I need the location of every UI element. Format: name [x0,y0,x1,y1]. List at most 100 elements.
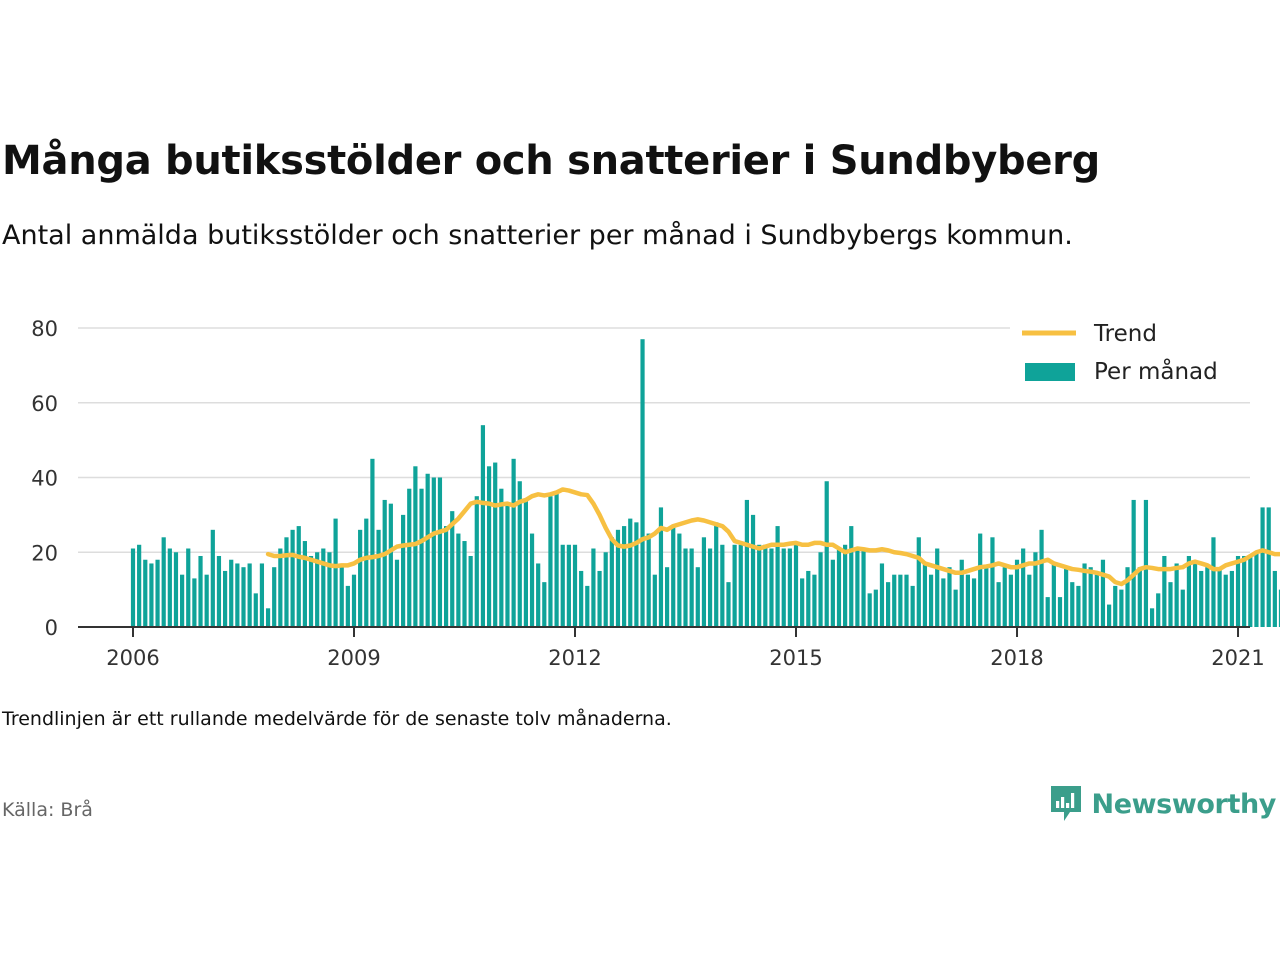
bar [486,466,492,627]
x-tick-label: 2006 [106,646,159,670]
bar [419,488,424,627]
bar [450,511,455,627]
bar [308,555,314,627]
bar [1260,507,1265,627]
bar [1278,589,1280,628]
bar [579,570,584,627]
bar [990,537,995,627]
bar [965,574,970,627]
bar [1064,567,1069,627]
bar [302,541,307,627]
bar [1242,555,1247,627]
bar [1113,585,1118,627]
bar [622,526,627,627]
bar [928,574,934,627]
bar [425,473,430,627]
y-tick-label: 0 [45,616,58,640]
bar [290,529,295,627]
bar [229,559,234,627]
x-axis [78,626,1250,637]
bar [867,593,872,627]
bar [640,339,645,627]
bar [388,503,393,627]
trend-series [265,487,1280,587]
bar [1162,555,1167,627]
bar [947,567,952,627]
bar [1180,589,1185,628]
bar [1205,567,1210,627]
bar [1211,537,1216,627]
bar [161,537,166,627]
legend-trend-label: Trend [1093,321,1157,347]
bar [1057,597,1063,627]
bar [634,522,639,627]
bar [1192,563,1198,627]
bar [235,563,240,627]
trend-line [265,487,1280,587]
bar [529,533,535,627]
bar [1149,608,1155,627]
bar [1254,552,1259,627]
bar [180,574,185,627]
bar [671,526,676,627]
bar [351,574,357,627]
bar [935,548,940,627]
x-tick-label: 2018 [990,646,1043,670]
bar [1008,574,1013,627]
bar [1168,582,1173,627]
bar [830,559,835,627]
bar [1051,563,1056,627]
bar [836,548,842,627]
bar [1131,499,1136,627]
bar [523,499,528,627]
bar [984,567,989,627]
bar [480,425,486,627]
bar [413,466,418,627]
bar [812,574,817,627]
bar [1039,529,1044,627]
bar [695,567,700,627]
brand-logo[interactable]: Newsworthy [1048,784,1276,824]
bar [137,544,142,627]
bar [216,555,222,627]
bar [732,544,737,627]
bar [321,548,326,627]
bar [1137,567,1142,627]
bar [806,570,811,627]
y-tick-label: 60 [31,392,58,416]
bar [1014,559,1020,627]
y-tick-label: 40 [31,467,58,491]
bar [971,578,977,627]
bar [959,559,964,627]
bar [941,578,946,627]
x-tick-label: 2012 [548,646,601,670]
bar [787,548,792,627]
bar [1199,570,1204,627]
x-tick-label: 2021 [1211,646,1264,670]
bar [186,548,191,627]
bar [1266,507,1271,627]
source-label: Källa: Brå [2,799,93,821]
bar [511,458,516,627]
bar [738,544,743,627]
bar [505,503,510,627]
y-tick-label: 20 [31,541,58,565]
bar [800,578,805,627]
bar [683,548,688,627]
bar [394,559,400,627]
bar [517,481,522,627]
bar [1217,567,1222,627]
legend-bar-swatch [1025,363,1075,381]
bar [192,578,197,627]
bar [1156,593,1161,627]
bar [247,563,252,627]
bar [1002,567,1007,627]
bar [253,593,258,627]
bar [376,529,381,627]
footnote: Trendlinjen är ett rullande medelvärde f… [2,708,672,730]
bar [1045,597,1050,627]
bar [775,526,780,627]
bar [339,563,344,627]
bar [1021,548,1026,627]
bar [701,537,707,627]
